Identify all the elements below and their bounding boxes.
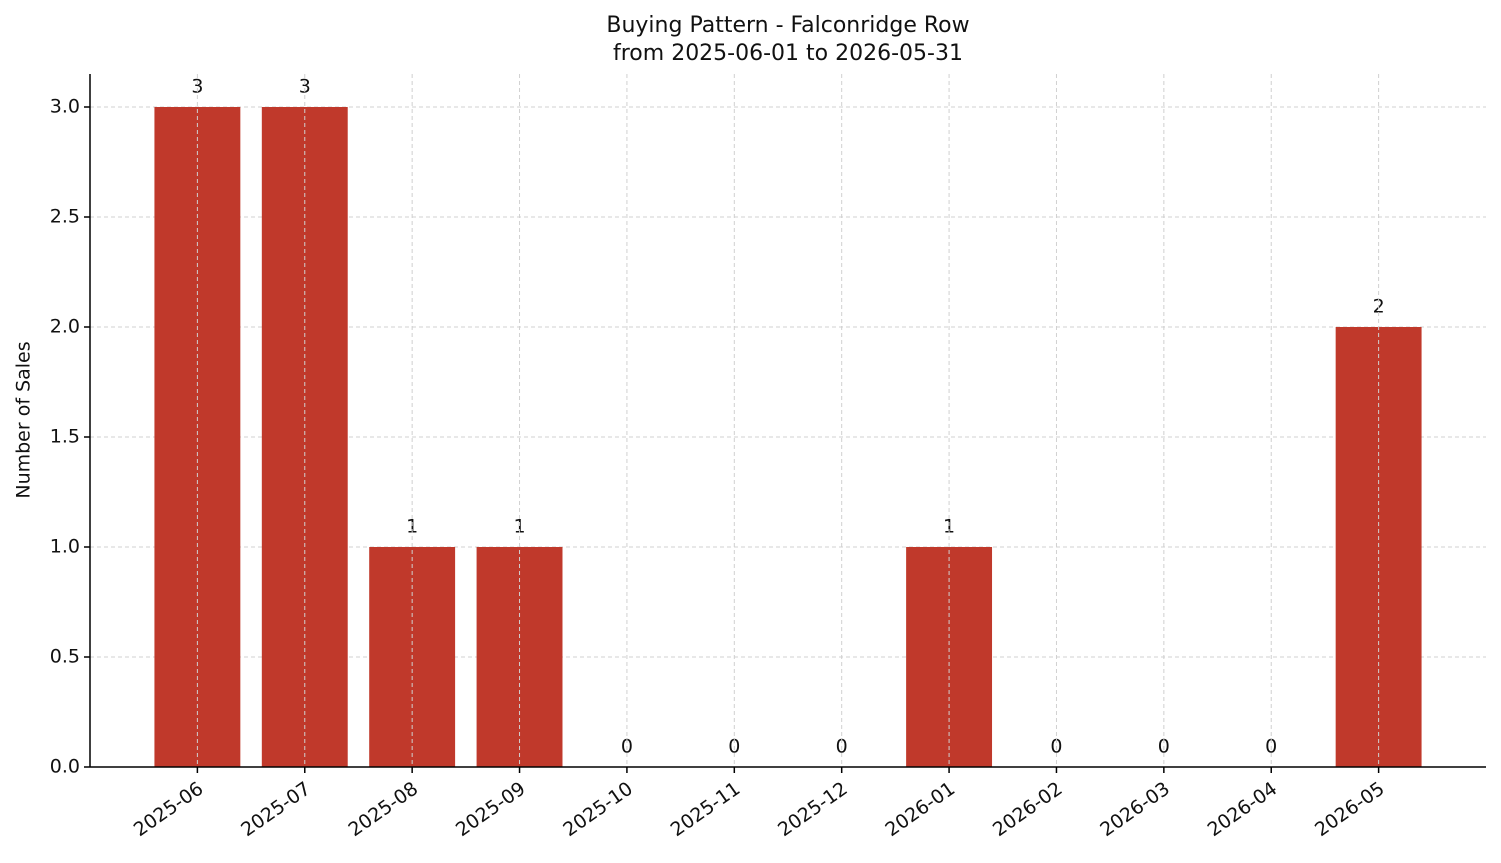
bar [154, 107, 241, 767]
y-tick-label: 0.5 [50, 646, 80, 668]
x-tick-label: 2025-08 [345, 778, 423, 842]
x-tick-label: 2026-02 [989, 778, 1067, 842]
chart-subtitle: from 2025-06-01 to 2026-05-31 [613, 41, 963, 66]
x-tick-label: 2025-07 [237, 778, 315, 842]
value-label: 1 [406, 516, 418, 538]
chart-title: Buying Pattern - Falconridge Row [606, 13, 969, 38]
x-tick-label: 2025-12 [774, 778, 852, 842]
x-tick-label: 2026-03 [1096, 778, 1174, 842]
y-tick-label: 3.0 [50, 96, 80, 118]
x-tick-label: 2025-06 [130, 778, 208, 842]
y-tick-label: 1.0 [50, 536, 80, 558]
x-tick-label: 2025-11 [667, 778, 745, 842]
x-tick-label: 2026-05 [1311, 778, 1389, 842]
bar [261, 107, 348, 767]
value-label: 1 [513, 516, 525, 538]
x-tick-label: 2026-04 [1204, 778, 1282, 842]
x-tick-label: 2025-10 [559, 778, 637, 842]
value-label: 3 [191, 76, 203, 98]
y-tick-label: 2.5 [50, 206, 80, 228]
y-tick-label: 1.5 [50, 426, 80, 448]
y-axis-label: Number of Sales [13, 341, 35, 498]
y-tick-label: 0.0 [50, 756, 80, 778]
x-tick-label: 2026-01 [881, 778, 959, 842]
value-label: 1 [943, 516, 955, 538]
y-tick-label: 2.0 [50, 316, 80, 338]
x-tick-label: 2025-09 [452, 778, 530, 842]
value-label: 3 [299, 76, 311, 98]
